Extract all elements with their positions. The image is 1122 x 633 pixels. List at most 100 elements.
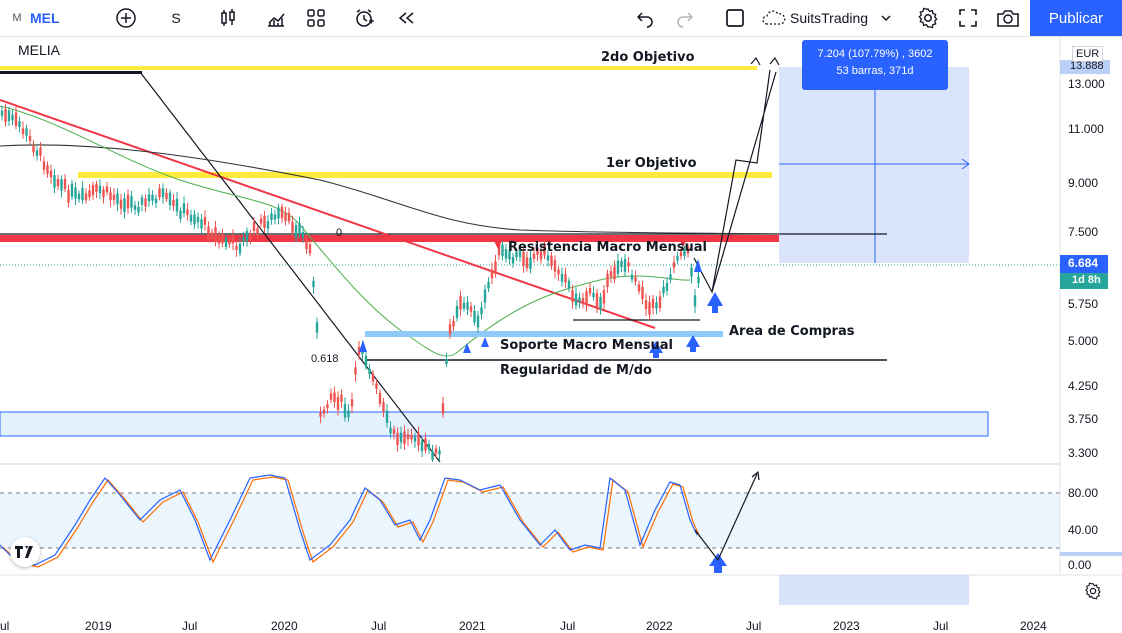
resistance-label: Resistencia Macro Mensual — [508, 240, 708, 255]
candle-body — [308, 244, 312, 254]
chart-pane[interactable]: MELIA 2do Objetivo 1er Objetivo Resisten… — [0, 37, 1122, 633]
candle-body — [74, 187, 77, 199]
candle-body — [298, 223, 301, 234]
candle-body — [102, 189, 105, 197]
interval-button[interactable]: S — [171, 10, 181, 26]
tradingview-logo-icon[interactable] — [10, 537, 40, 567]
layout-square-icon[interactable] — [722, 0, 748, 36]
bar-countdown: 1d 8h — [1072, 274, 1101, 286]
candle-body — [147, 194, 151, 202]
candle-body — [63, 178, 67, 189]
currency-button[interactable]: EUR — [1072, 46, 1104, 62]
replay-rewind-icon[interactable] — [392, 0, 420, 36]
candle-body — [469, 306, 473, 312]
candle-body — [329, 393, 333, 400]
candle-body — [312, 280, 315, 288]
candle-body — [263, 215, 266, 228]
redo-icon[interactable] — [672, 0, 698, 36]
candle-body — [14, 112, 18, 126]
undo-icon[interactable] — [632, 0, 658, 36]
candle-body — [130, 195, 133, 208]
candles-series — [0, 103, 700, 462]
candle-body — [284, 212, 287, 222]
candle-body — [627, 262, 630, 267]
candle-body — [651, 298, 655, 308]
support-label: Soporte Macro Mensual — [500, 338, 674, 353]
symbol-prefix: M — [12, 12, 22, 24]
candle-body — [28, 136, 32, 141]
candle-body — [182, 203, 186, 214]
publish-button[interactable]: Publicar — [1030, 0, 1122, 36]
candle-body — [357, 346, 361, 355]
candle-body — [88, 190, 91, 198]
objective2-line — [0, 66, 757, 70]
templates-grid-icon[interactable] — [302, 0, 330, 36]
candle-body — [438, 450, 441, 455]
candle-body — [658, 296, 662, 309]
candle-body — [137, 206, 140, 213]
chevron-down-icon[interactable] — [876, 0, 896, 36]
objective2-label: 2do Objetivo — [601, 50, 695, 65]
candle-body — [315, 322, 319, 333]
candle-body — [340, 394, 343, 402]
candle-body — [462, 302, 466, 309]
fullscreen-icon[interactable] — [954, 0, 982, 36]
candle-body — [686, 246, 690, 254]
candle-body — [476, 315, 480, 328]
candle-body — [168, 192, 172, 206]
candle-body — [574, 293, 578, 306]
candle-body — [214, 227, 217, 241]
candle-body — [385, 410, 389, 423]
candle-body — [571, 290, 574, 303]
candle-body — [637, 284, 641, 292]
candle-body — [133, 205, 137, 210]
candle-body — [354, 367, 357, 375]
fib-level-0: 0 — [336, 227, 343, 239]
candle-body — [116, 193, 119, 205]
candle-body — [490, 269, 494, 279]
candle-body — [557, 269, 560, 275]
candle-body — [252, 222, 256, 232]
candle-body — [655, 302, 658, 309]
measure-box — [779, 67, 969, 263]
chart-canvas[interactable] — [0, 37, 1122, 605]
candle-body — [81, 187, 84, 201]
alert-clock-icon[interactable] — [350, 0, 378, 36]
candle-body — [70, 183, 74, 197]
candle-body — [693, 295, 697, 307]
candle-body — [378, 392, 382, 404]
candle-body — [172, 199, 175, 207]
candle-body — [4, 109, 7, 123]
candle-body — [567, 280, 571, 289]
compare-add-icon[interactable] — [112, 0, 140, 36]
candle-body — [39, 147, 42, 156]
top-toolbar: M MEL S SuitsTrading Publicar — [0, 0, 1122, 37]
candle-body — [448, 324, 452, 335]
snapshot-camera-icon[interactable] — [994, 0, 1022, 36]
candles-icon[interactable] — [214, 0, 242, 36]
stoch-d-line — [2, 476, 701, 568]
candle-body — [588, 287, 592, 294]
indicators-icon[interactable] — [262, 0, 290, 36]
candle-body — [294, 225, 298, 239]
candle-body — [609, 271, 613, 277]
buy-area-band — [365, 331, 723, 337]
price-label: 7.500 — [1068, 225, 1099, 239]
candle-body — [343, 403, 347, 418]
candle-body — [350, 399, 354, 407]
symbol-search-button[interactable]: MEL — [30, 10, 60, 26]
candle-body — [585, 291, 588, 305]
axis-settings-gear-icon[interactable] — [1084, 582, 1102, 605]
candle-body — [67, 189, 70, 203]
candle-body — [333, 392, 336, 403]
candle-body — [210, 232, 214, 240]
candle-body — [228, 240, 231, 245]
settings-gear-icon[interactable] — [914, 0, 942, 36]
candle-body — [46, 165, 49, 174]
candle-body — [536, 247, 539, 255]
layout-name-button[interactable]: SuitsTrading — [790, 10, 869, 26]
up-arrow-marker — [359, 340, 367, 352]
candle-body — [420, 440, 424, 452]
candle-body — [690, 267, 693, 277]
candle-body — [452, 320, 455, 327]
